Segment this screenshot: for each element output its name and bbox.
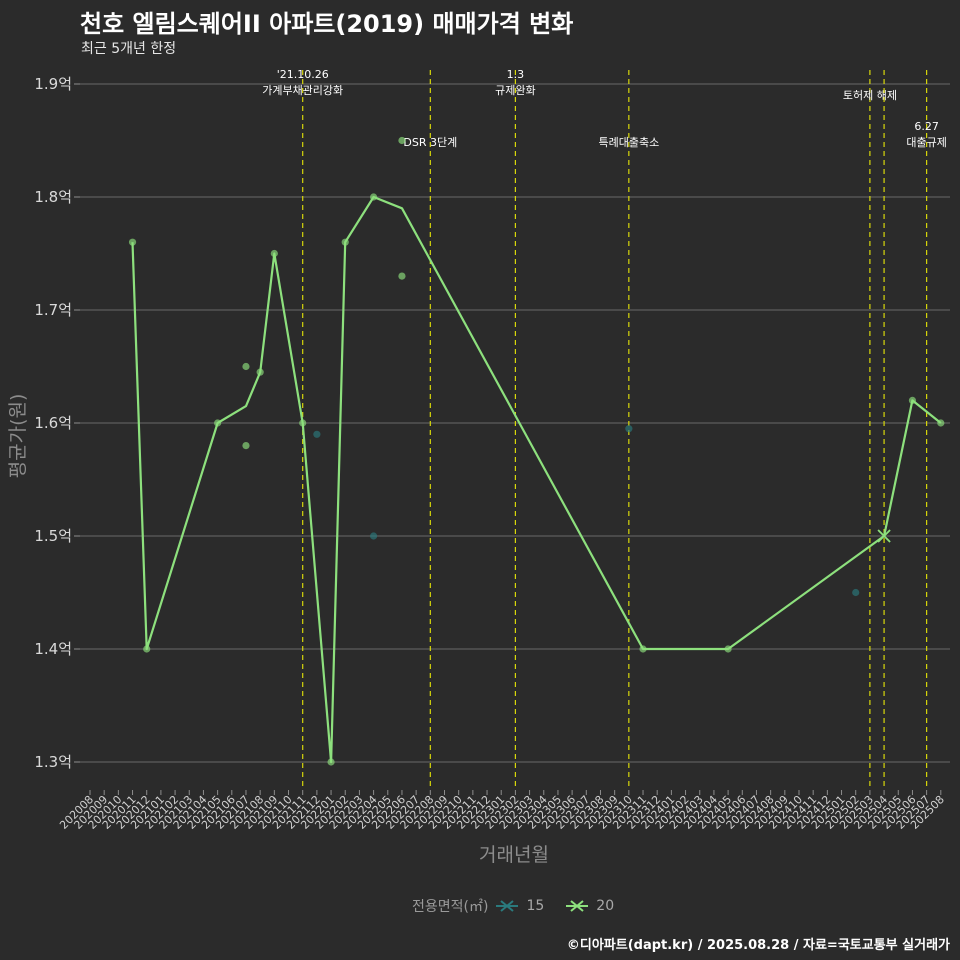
data-point-15 xyxy=(625,425,633,433)
chart-subtitle: 최근 5개년 한정 xyxy=(81,41,177,57)
y-tick-label: 1.6억 xyxy=(34,414,72,432)
data-point-20 xyxy=(327,758,335,766)
legend-label-15: 15 xyxy=(526,898,545,914)
data-point-20 xyxy=(270,249,278,258)
legend-key-15 xyxy=(496,900,519,912)
data-point-15 xyxy=(370,532,378,540)
event-label: 1.3 xyxy=(507,68,525,81)
data-point-20 xyxy=(128,238,137,246)
data-point-20 xyxy=(242,442,250,450)
data-point-20 xyxy=(724,645,732,653)
series-layer xyxy=(128,136,945,766)
y-tick-label: 1.9억 xyxy=(34,75,72,93)
data-point-cross-20 xyxy=(877,529,891,543)
legend-key-20 xyxy=(566,900,589,912)
chart-title: 천호 엘림스퀘어II 아파트(2019) 매매가격 변화 xyxy=(80,10,574,38)
event-label: 특례대출축소 xyxy=(598,136,659,149)
data-point-20 xyxy=(398,272,406,280)
data-point-15 xyxy=(852,588,860,597)
y-axis-title: 평균가(원) xyxy=(7,394,29,479)
axis-layer: 1.3억1.4억1.5억1.6억1.7억1.8억1.9억202008202009… xyxy=(34,75,947,832)
event-label: '21.10.26 xyxy=(277,68,329,81)
y-tick-label: 1.8억 xyxy=(34,188,72,206)
legend-label-20: 20 xyxy=(596,898,615,914)
data-point-20 xyxy=(370,193,378,201)
y-tick-label: 1.3억 xyxy=(34,753,72,771)
event-label: 대출규제 xyxy=(906,136,946,149)
y-tick-label: 1.7억 xyxy=(34,301,72,319)
x-axis-title: 거래년월 xyxy=(479,844,549,866)
data-point-20 xyxy=(398,136,406,145)
data-point-20 xyxy=(256,368,264,376)
y-tick-label: 1.5억 xyxy=(34,527,72,545)
data-point-20 xyxy=(908,396,917,404)
data-point-20 xyxy=(639,645,647,653)
data-point-20 xyxy=(143,645,151,653)
data-point-20 xyxy=(937,419,945,427)
data-point-15 xyxy=(313,430,321,438)
data-point-20 xyxy=(299,419,307,427)
y-tick-label: 1.4억 xyxy=(34,640,72,658)
data-point-20 xyxy=(341,238,349,246)
event-label: DSR 3단계 xyxy=(403,136,457,149)
legend: 전용면적(㎡) 15 20 xyxy=(412,896,628,916)
series-line-20 xyxy=(131,195,942,764)
event-label: 규제완화 xyxy=(495,84,535,97)
cross-stroke xyxy=(877,529,891,543)
data-point-20 xyxy=(242,362,250,371)
data-point-20 xyxy=(214,419,222,427)
legend-title: 전용면적(㎡) xyxy=(412,899,489,915)
event-label: 6.27 xyxy=(914,120,939,133)
event-label: 토허제 해제 xyxy=(843,88,897,102)
event-label: 가계부채관리강화 xyxy=(262,84,343,97)
source-caption: ©디아파트(dapt.kr) / 2025.08.28 / 자료=국토교통부 실… xyxy=(566,938,950,953)
